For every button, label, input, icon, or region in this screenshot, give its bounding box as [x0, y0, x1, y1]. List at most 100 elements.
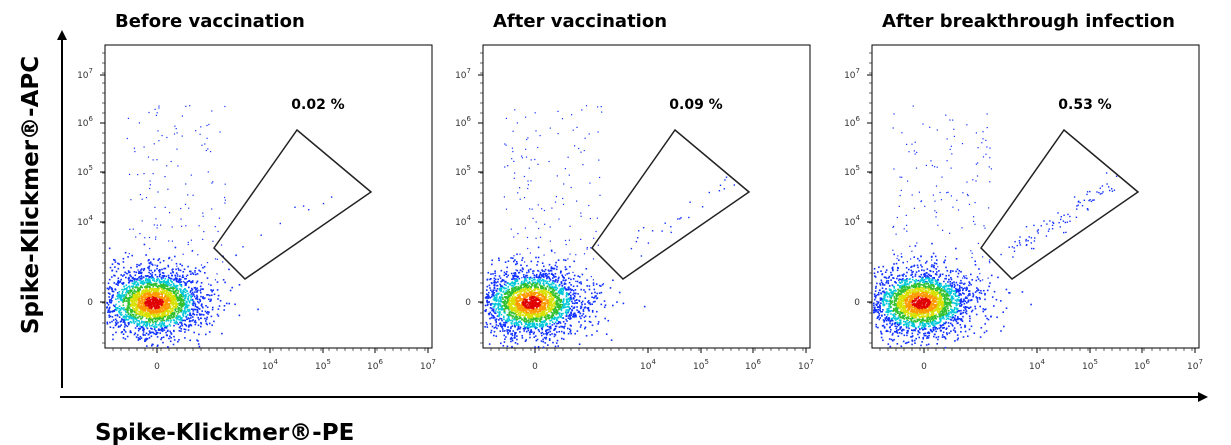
event-dot [503, 302, 505, 305]
event-dot [539, 324, 541, 327]
event-dot [543, 265, 545, 268]
event-dot [205, 318, 208, 320]
event-dot [174, 290, 176, 292]
event-dot [518, 306, 521, 309]
event-dot [522, 298, 524, 301]
event-dot [159, 283, 162, 285]
event-dot [532, 284, 534, 287]
event-dot [536, 306, 538, 309]
event-dot [593, 296, 596, 299]
event-dot [139, 289, 141, 291]
event-dot [525, 285, 528, 287]
event-dot [154, 295, 157, 298]
event-dot [548, 263, 551, 266]
event-dot [195, 281, 198, 284]
event-dot [119, 295, 122, 297]
event-dot [546, 300, 549, 302]
event-dot [158, 311, 160, 314]
event-dot [575, 302, 577, 304]
event-dot [147, 300, 149, 303]
event-dot [560, 325, 563, 328]
event-dot [529, 282, 531, 284]
event-dot [507, 286, 509, 288]
event-dot [167, 346, 169, 348]
event-dot [152, 298, 154, 300]
event-dot [571, 305, 573, 308]
event-dot [600, 303, 603, 306]
event-dot [562, 275, 564, 278]
event-dot [519, 289, 521, 292]
event-dot [542, 294, 544, 296]
event-dot [504, 261, 507, 263]
event-dot [123, 320, 126, 323]
event-dot [502, 298, 504, 301]
event-dot [179, 325, 182, 328]
event-dot [178, 299, 180, 301]
event-dot [506, 301, 508, 304]
event-dot [169, 292, 172, 295]
event-dot [153, 312, 155, 315]
event-dot [138, 304, 141, 306]
event-dot [612, 279, 614, 282]
event-dot [177, 340, 179, 343]
event-dot [519, 314, 522, 317]
event-dot [126, 309, 128, 311]
event-dot [567, 317, 570, 319]
event-dot [150, 288, 153, 290]
event-dot [152, 258, 155, 260]
event-dot [173, 302, 175, 304]
event-dot [157, 308, 159, 310]
event-dot [161, 289, 164, 291]
event-dot [583, 316, 586, 319]
event-dot [169, 330, 171, 333]
event-dot [503, 318, 505, 321]
event-dot [579, 295, 581, 298]
event-dot [569, 315, 571, 317]
event-dot [165, 292, 168, 294]
event-dot [176, 265, 178, 267]
event-dot [521, 302, 523, 305]
event-dot [556, 281, 559, 283]
event-dot [129, 294, 131, 297]
event-dot [190, 296, 192, 299]
event-dot [537, 246, 540, 249]
event-dot [148, 297, 151, 299]
event-dot [527, 293, 530, 295]
event-dot [157, 315, 159, 318]
event-dot [205, 149, 207, 152]
event-dot [526, 288, 528, 290]
event-dot [193, 321, 196, 323]
event-dot [172, 319, 175, 321]
event-dot [131, 299, 133, 301]
event-dot [144, 295, 146, 297]
event-dot [157, 331, 159, 334]
event-dot [175, 290, 177, 292]
event-dot [182, 291, 185, 293]
event-dot [122, 291, 124, 293]
event-dot [534, 319, 537, 321]
event-dot [140, 280, 143, 282]
event-dot [541, 300, 543, 303]
event-dot [174, 296, 177, 299]
event-dot [174, 305, 177, 308]
event-dot [498, 314, 500, 317]
event-dot [129, 320, 132, 323]
event-dot [118, 263, 120, 265]
event-dot [175, 288, 178, 291]
event-dot [550, 270, 553, 272]
event-dot [573, 314, 576, 317]
event-dot [128, 307, 130, 309]
event-dot [302, 205, 305, 207]
event-dot [538, 293, 540, 295]
event-dot [164, 308, 167, 311]
event-dot [108, 278, 111, 281]
event-dot [541, 331, 544, 334]
event-dot [168, 257, 170, 260]
event-dot [171, 310, 173, 312]
event-dot [154, 108, 156, 110]
event-dot [587, 301, 589, 303]
event-dot [137, 174, 139, 176]
event-dot [108, 296, 110, 298]
event-dot [511, 319, 513, 322]
event-dot [176, 310, 178, 313]
